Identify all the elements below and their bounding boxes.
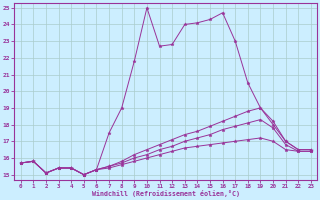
X-axis label: Windchill (Refroidissement éolien,°C): Windchill (Refroidissement éolien,°C)	[92, 190, 240, 197]
